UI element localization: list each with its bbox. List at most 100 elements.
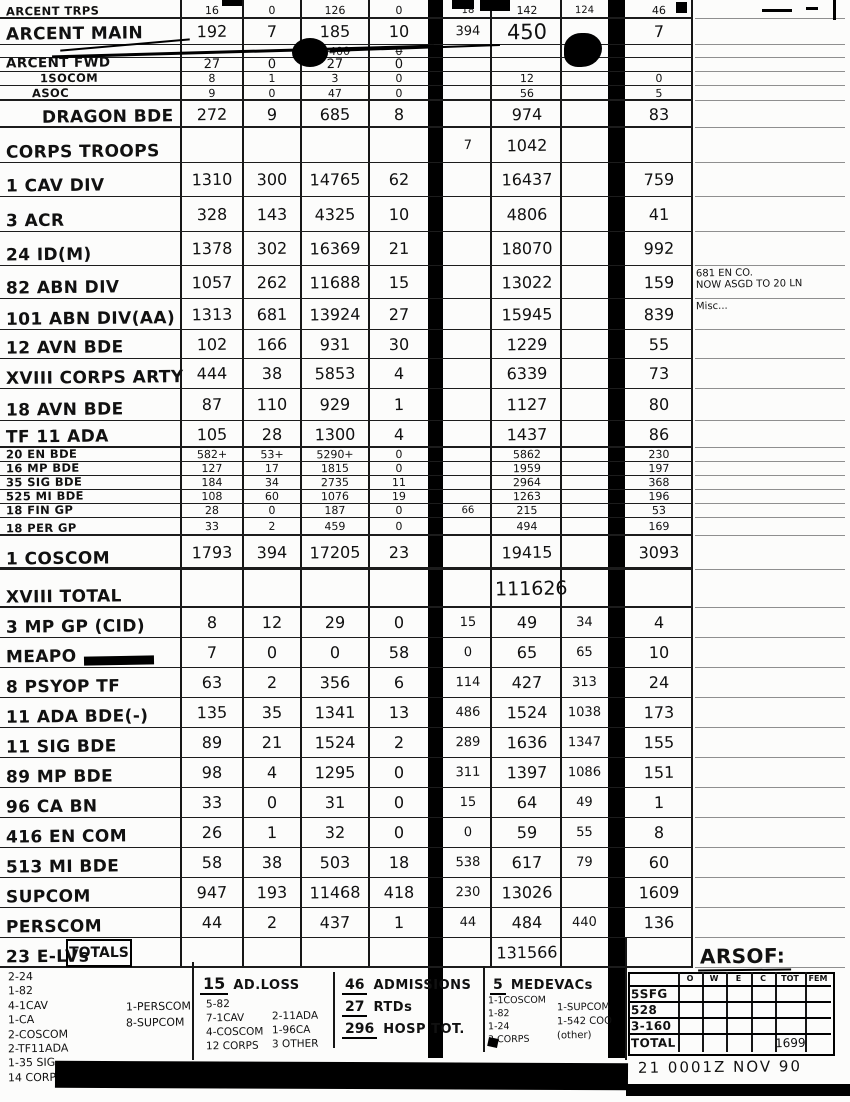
cell: 155: [643, 732, 675, 753]
cell: 582+: [196, 447, 228, 462]
row-rule-faint: [695, 907, 845, 908]
cell: 418: [383, 882, 415, 903]
scan-black-strip: [626, 1084, 850, 1096]
ad-loss-notes-b: 2-11ADA 1-96CA 3 OTHER: [272, 1010, 319, 1052]
cell: 7: [653, 21, 665, 42]
cell: 28: [204, 503, 220, 518]
table-row: SUPCOM 947 193 11468 418 230 13026 1609: [0, 878, 850, 908]
unit-label: 96 CA BN: [5, 796, 98, 818]
cell: 1: [393, 912, 405, 933]
row-rule-faint: [695, 727, 845, 728]
row-rule: [0, 446, 692, 448]
row-rule-faint: [695, 667, 845, 668]
cell: 486: [455, 704, 481, 721]
unit-label: 3 ACR: [5, 210, 65, 232]
cell: 110: [256, 394, 288, 415]
cell: 8: [208, 71, 216, 86]
row-rule: [0, 727, 692, 728]
cell: 215: [516, 503, 538, 518]
row-rule-faint: [695, 100, 845, 101]
unit-label: 1 COSCOM: [5, 548, 111, 570]
cell: 0: [266, 792, 278, 813]
row-rule-faint: [695, 420, 845, 421]
cell: 13026: [501, 882, 553, 903]
footer-divider: [192, 962, 194, 1060]
cell: 65: [516, 642, 538, 663]
cell: 685: [319, 104, 351, 125]
cell: 444: [196, 363, 228, 384]
margin-note: NOW ASGD TO 20 LN: [695, 278, 803, 291]
table-row: DRAGON BDE 272 9 685 8 974 83: [0, 101, 850, 128]
row-rule: [0, 567, 692, 570]
cell: 1341: [314, 702, 356, 723]
cell: 0: [268, 86, 276, 101]
cell: 2: [266, 912, 278, 933]
cell: 53: [651, 503, 667, 518]
cell: 27: [203, 56, 221, 73]
medevac-count: 5: [490, 977, 506, 995]
arsof-col-header: TOT: [781, 974, 799, 983]
row-rule-faint: [695, 265, 845, 266]
column-line: [368, 0, 370, 968]
unit-label: 16 MP BDE: [5, 460, 80, 475]
arsof-col-header: E: [735, 974, 742, 983]
cell: 328: [196, 204, 228, 225]
row-rule-faint: [695, 196, 845, 197]
row-rule: [0, 637, 692, 638]
cell: 38: [261, 852, 283, 873]
cell: 2: [266, 672, 278, 693]
cell: 0: [395, 519, 403, 534]
unit-label: 525 MI BDE: [5, 488, 84, 503]
unit-label: 1 CAV DIV: [5, 175, 105, 197]
row-rule-faint: [695, 937, 845, 938]
row-rule: [0, 847, 692, 848]
ad-loss-box: 15 AD.LOSS: [200, 974, 300, 995]
table-row: XVIII CORPS ARTY 444 38 5853 4 6339 73: [0, 359, 850, 389]
arsof-row-line: [628, 1033, 831, 1035]
loss-note: 1-SUPCOM: [556, 1001, 611, 1014]
ad-loss-label: AD.LOSS: [233, 978, 300, 993]
medevac-label: MEDEVACs: [510, 978, 593, 993]
table-row: 89 MP BDE 98 4 1295 0 311 1397 1086 151: [0, 758, 850, 788]
row-rule: [0, 162, 692, 163]
cell: 64: [516, 792, 538, 813]
cutoff-mark: [806, 7, 818, 10]
table-row: <4000: [0, 45, 850, 58]
cell: 230: [648, 447, 670, 462]
scribble-mark: [487, 1037, 499, 1048]
cell: 131566: [496, 942, 558, 963]
table-row: 1 CAV DIV 1310 300 14765 62 16437 759: [0, 163, 850, 197]
admissions-value: 46: [342, 977, 368, 995]
row-rule-faint: [695, 877, 845, 878]
cutoff-mark: [676, 2, 687, 13]
admissions-line: 46 ADMISSIONS: [342, 974, 471, 995]
column-line: [490, 0, 492, 968]
cell: 105: [196, 424, 228, 445]
table-row: 20 EN BDE 582+ 53+ 5290+ 0 5862 230: [0, 446, 850, 462]
row-rule: [0, 877, 692, 878]
row-rule-faint: [695, 757, 845, 758]
unit-label: ARCENT TRPS: [5, 3, 100, 18]
table-row: 24 ID(M) 1378 302 16369 21 18070 992: [0, 232, 850, 266]
cell: 15: [459, 794, 477, 811]
arsof-row-line: [628, 1001, 831, 1003]
cell: 65: [576, 644, 593, 661]
table-row: 82 ABN DIV 1057 262 11688 15 13022 159 681 EN C…: [0, 266, 850, 299]
table-row: TF 11 ADA 105 28 1300 4 1437 86: [0, 421, 850, 448]
cell: 0: [395, 3, 403, 18]
cell: 484: [511, 912, 543, 933]
table-row: 96 CA BN 33 0 31 0 15 64 49 1: [0, 788, 850, 818]
cell: 28: [261, 424, 283, 445]
row-rule: [0, 966, 692, 968]
cell: 4: [393, 424, 405, 445]
cell: 440: [571, 914, 598, 931]
cell: 44: [459, 914, 477, 931]
table-row: 513 MI BDE 58 38 503 18 538 617 79 60: [0, 848, 850, 878]
row-rule-faint: [695, 697, 845, 698]
cell: 394: [455, 23, 481, 40]
cell: 1310: [191, 169, 233, 190]
unit-label: 11 SIG BDE: [5, 736, 117, 758]
cell: 10: [648, 642, 670, 663]
cell: 21: [388, 238, 410, 259]
cell: 0: [395, 447, 403, 462]
